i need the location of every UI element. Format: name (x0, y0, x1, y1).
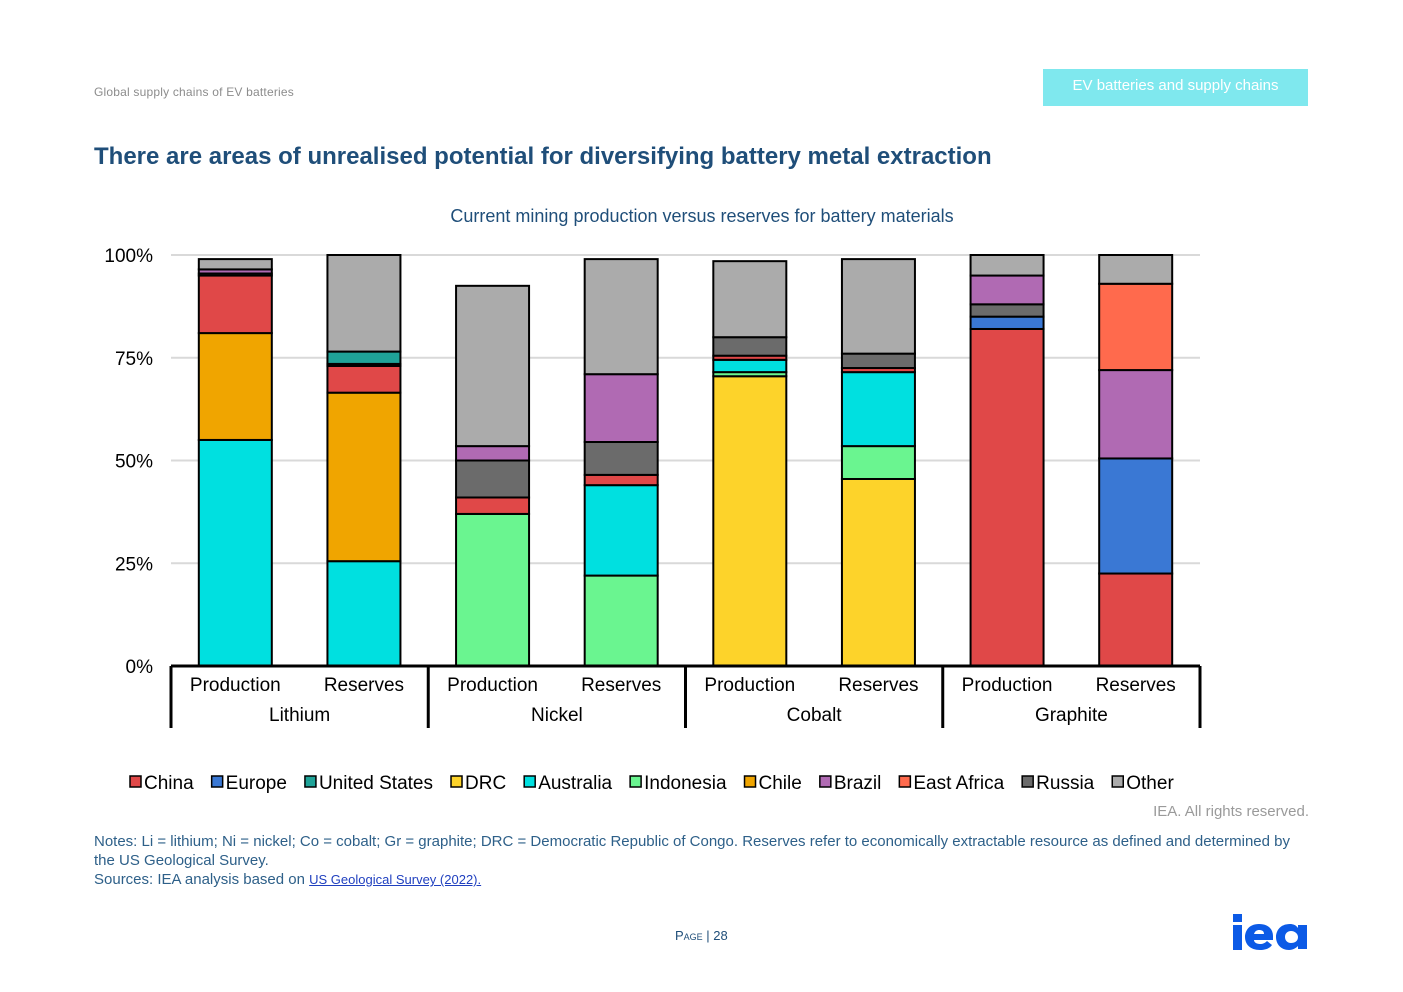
bar-segment-china (455, 496, 531, 515)
legend-swatch (523, 775, 536, 788)
notes: Notes: Li = lithium; Ni = nickel; Co = c… (94, 832, 1309, 889)
bar-segment-china (969, 327, 1045, 667)
sources-link[interactable]: US Geological Survey (2022). (309, 872, 482, 887)
x-tick-label: Reserves (324, 675, 404, 696)
bar-segment-drc (712, 375, 788, 667)
legend-label: Brazil (834, 773, 882, 794)
x-tick-label: Production (704, 675, 795, 696)
bar-segment-russia (583, 441, 659, 476)
y-tick-label: 50% (115, 452, 153, 473)
bar-segment-brazil (583, 373, 659, 444)
bar-segment-australia (197, 438, 273, 668)
bar-segment-drc (840, 477, 916, 667)
sources-line: Sources: IEA analysis based on US Geolog… (94, 870, 1309, 889)
sources-prefix: Sources: IEA analysis based on (94, 871, 310, 888)
bar-segment-china (197, 274, 273, 335)
y-tick-label: 25% (115, 554, 153, 575)
legend-swatch (629, 775, 642, 788)
page-label: Page (675, 928, 703, 943)
bar-segment-indonesia (455, 512, 531, 667)
bar-segment-other (197, 258, 273, 271)
bar-segment-other (326, 254, 402, 353)
bar-segment-china (1098, 572, 1174, 668)
bar-segment-east-africa (1098, 282, 1174, 372)
page-number-value: 28 (713, 928, 728, 943)
bar-segment-other (969, 254, 1045, 277)
bar-segment-europe (969, 315, 1045, 330)
bar-segment-other (840, 258, 916, 355)
legend-label: Australia (538, 773, 612, 794)
legend-label: China (144, 773, 194, 794)
bar-segment-brazil (969, 274, 1045, 306)
x-tick-label: Reserves (838, 675, 918, 696)
legend-label: Indonesia (644, 773, 727, 794)
legend-swatch (1111, 775, 1124, 788)
bar-segment-indonesia (583, 574, 659, 668)
bar-segment-chile (326, 391, 402, 563)
legend-swatch (898, 775, 912, 788)
x-tick-label: Production (962, 675, 1053, 696)
legend-label: United States (319, 773, 433, 794)
page-title: There are areas of unrealised potential … (94, 143, 992, 170)
group-label: Cobalt (787, 705, 843, 726)
x-tick-label: Reserves (1096, 675, 1176, 696)
group-label: Nickel (531, 705, 583, 726)
notes-text: Notes: Li = lithium; Ni = nickel; Co = c… (94, 833, 1290, 869)
bar-segment-other (583, 258, 659, 376)
legend-swatch (304, 775, 317, 788)
bar-segment-australia (326, 560, 402, 668)
section-title: Global supply chains of EV batteries (94, 85, 294, 99)
x-tick-label: Production (447, 675, 538, 696)
legend-swatch (129, 775, 142, 788)
bar-segment-united-states (326, 350, 402, 365)
bar-segment-other (1098, 254, 1174, 285)
bar-segment-brazil (455, 445, 531, 462)
y-tick-label: 0% (126, 657, 154, 678)
bar-segment-australia (712, 358, 788, 374)
bar-segment-russia (969, 303, 1045, 318)
bar-segment-chile (197, 332, 273, 441)
legend-swatch (743, 775, 757, 788)
bar-segment-russia (840, 352, 916, 370)
legend-swatch (210, 775, 224, 788)
bar-segment-europe (1098, 457, 1174, 575)
bar-segment-australia (583, 484, 659, 577)
bar-segment-china (583, 473, 659, 487)
bar-segment-brazil (1098, 369, 1174, 460)
legend-label: East Africa (913, 773, 1004, 794)
legend-label: Chile (759, 773, 802, 794)
page-separator: | (702, 928, 714, 943)
group-label: Lithium (269, 705, 330, 726)
y-tick-label: 75% (115, 349, 153, 370)
rights-notice: IEA. All rights reserved. (1153, 803, 1309, 820)
legend-swatch (450, 775, 463, 788)
bar-segment-indonesia (840, 445, 916, 480)
legend-label: Europe (226, 773, 287, 794)
legend-label: Russia (1036, 773, 1095, 794)
page-number: Page | 28 (675, 928, 728, 943)
bar-segment-russia (712, 336, 788, 357)
legend-swatch (1021, 775, 1034, 788)
bar-segment-other (712, 260, 788, 339)
legend-label: Other (1126, 773, 1174, 794)
legend-label: DRC (465, 773, 506, 794)
report-tab[interactable]: EV batteries and supply chains (1043, 69, 1308, 106)
bar-segment-russia (455, 459, 531, 499)
bar-segment-china (326, 364, 402, 394)
bar-segment-australia (840, 371, 916, 448)
bar-segment-other (455, 284, 531, 448)
x-tick-label: Production (190, 675, 281, 696)
group-label: Graphite (1035, 705, 1108, 726)
iea-logo-icon (1233, 914, 1307, 950)
chart-title: Current mining production versus reserve… (450, 206, 953, 226)
x-tick-label: Reserves (581, 675, 661, 696)
legend-swatch (819, 775, 832, 788)
y-tick-label: 100% (104, 246, 153, 267)
